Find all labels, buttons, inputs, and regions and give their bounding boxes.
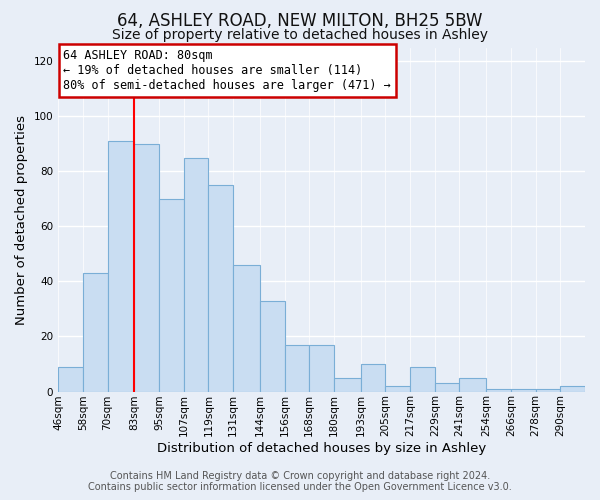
Bar	[560, 386, 585, 392]
Bar	[184, 158, 208, 392]
Bar	[159, 199, 184, 392]
Y-axis label: Number of detached properties: Number of detached properties	[15, 114, 28, 324]
Bar	[208, 185, 233, 392]
Bar	[309, 345, 334, 392]
Bar	[361, 364, 385, 392]
Bar	[334, 378, 361, 392]
Bar	[385, 386, 410, 392]
Text: 64, ASHLEY ROAD, NEW MILTON, BH25 5BW: 64, ASHLEY ROAD, NEW MILTON, BH25 5BW	[117, 12, 483, 30]
Bar	[486, 389, 511, 392]
Bar	[460, 378, 486, 392]
Bar	[410, 367, 435, 392]
Bar	[435, 384, 460, 392]
Bar	[134, 144, 159, 392]
Bar	[260, 300, 284, 392]
Bar	[511, 389, 536, 392]
Bar	[536, 389, 560, 392]
Text: Size of property relative to detached houses in Ashley: Size of property relative to detached ho…	[112, 28, 488, 42]
Text: Contains HM Land Registry data © Crown copyright and database right 2024.
Contai: Contains HM Land Registry data © Crown c…	[88, 471, 512, 492]
Text: 64 ASHLEY ROAD: 80sqm
← 19% of detached houses are smaller (114)
80% of semi-det: 64 ASHLEY ROAD: 80sqm ← 19% of detached …	[64, 49, 391, 92]
X-axis label: Distribution of detached houses by size in Ashley: Distribution of detached houses by size …	[157, 442, 486, 455]
Bar	[284, 345, 309, 392]
Bar	[107, 141, 134, 392]
Bar	[83, 273, 107, 392]
Bar	[58, 367, 83, 392]
Bar	[233, 265, 260, 392]
